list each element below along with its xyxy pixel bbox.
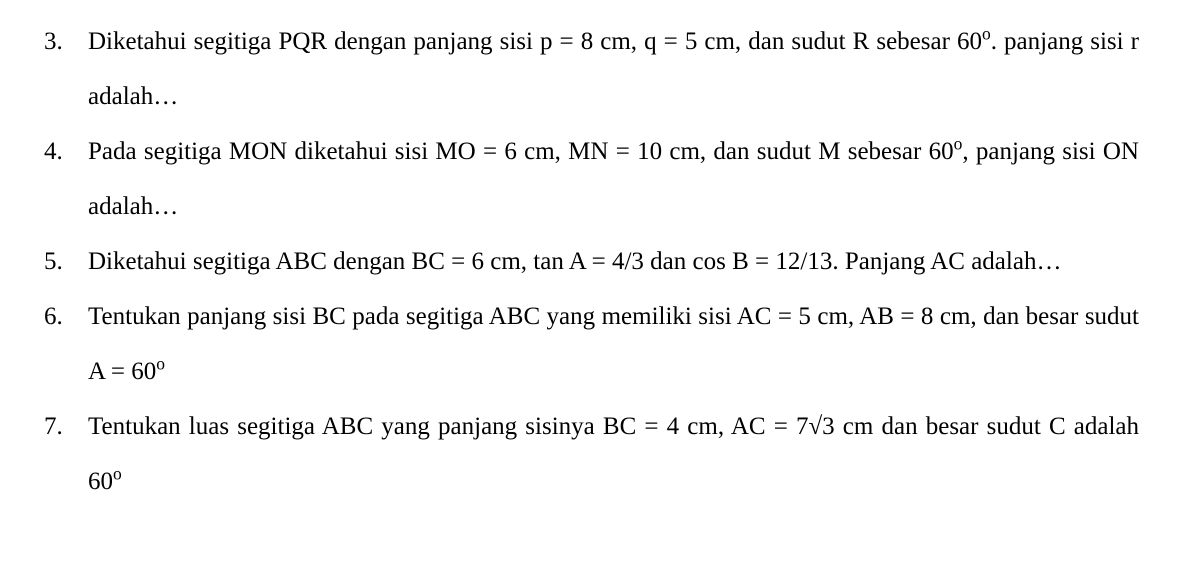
text-segment: Diketahui segitiga ABC dengan BC = 6 cm,… bbox=[88, 248, 1061, 275]
problem-item-3: 3. Diketahui segitiga PQR dengan panjang… bbox=[40, 14, 1139, 124]
problem-item-4: 4. Pada segitiga MON diketahui sisi MO =… bbox=[40, 124, 1139, 234]
problem-item-7: 7. Tentukan luas segitiga ABC yang panja… bbox=[40, 399, 1139, 509]
degree-symbol: o bbox=[113, 464, 122, 484]
problem-list: 3. Diketahui segitiga PQR dengan panjang… bbox=[40, 14, 1139, 509]
problem-item-5: 5. Diketahui segitiga ABC dengan BC = 6 … bbox=[40, 234, 1139, 289]
text-segment: Pada segitiga MON diketahui sisi MO = 6 … bbox=[88, 138, 954, 165]
problem-number: 3. bbox=[40, 14, 88, 69]
text-segment: Tentukan luas segitiga ABC yang panjang … bbox=[88, 413, 1139, 495]
problem-item-6: 6. Tentukan panjang sisi BC pada segitig… bbox=[40, 289, 1139, 399]
problem-text: Diketahui segitiga PQR dengan panjang si… bbox=[88, 14, 1139, 124]
text-segment: Tentukan panjang sisi BC pada segitiga A… bbox=[88, 303, 1139, 385]
degree-symbol: o bbox=[156, 354, 165, 374]
problem-number: 6. bbox=[40, 289, 88, 344]
problem-number: 5. bbox=[40, 234, 88, 289]
problem-number: 7. bbox=[40, 399, 88, 454]
problem-text: Diketahui segitiga ABC dengan BC = 6 cm,… bbox=[88, 234, 1139, 289]
problem-text: Tentukan luas segitiga ABC yang panjang … bbox=[88, 399, 1139, 509]
problem-number: 4. bbox=[40, 124, 88, 179]
degree-symbol: o bbox=[982, 24, 991, 44]
text-segment: Diketahui segitiga PQR dengan panjang si… bbox=[88, 28, 982, 55]
problem-text: Pada segitiga MON diketahui sisi MO = 6 … bbox=[88, 124, 1139, 234]
problem-text: Tentukan panjang sisi BC pada segitiga A… bbox=[88, 289, 1139, 399]
